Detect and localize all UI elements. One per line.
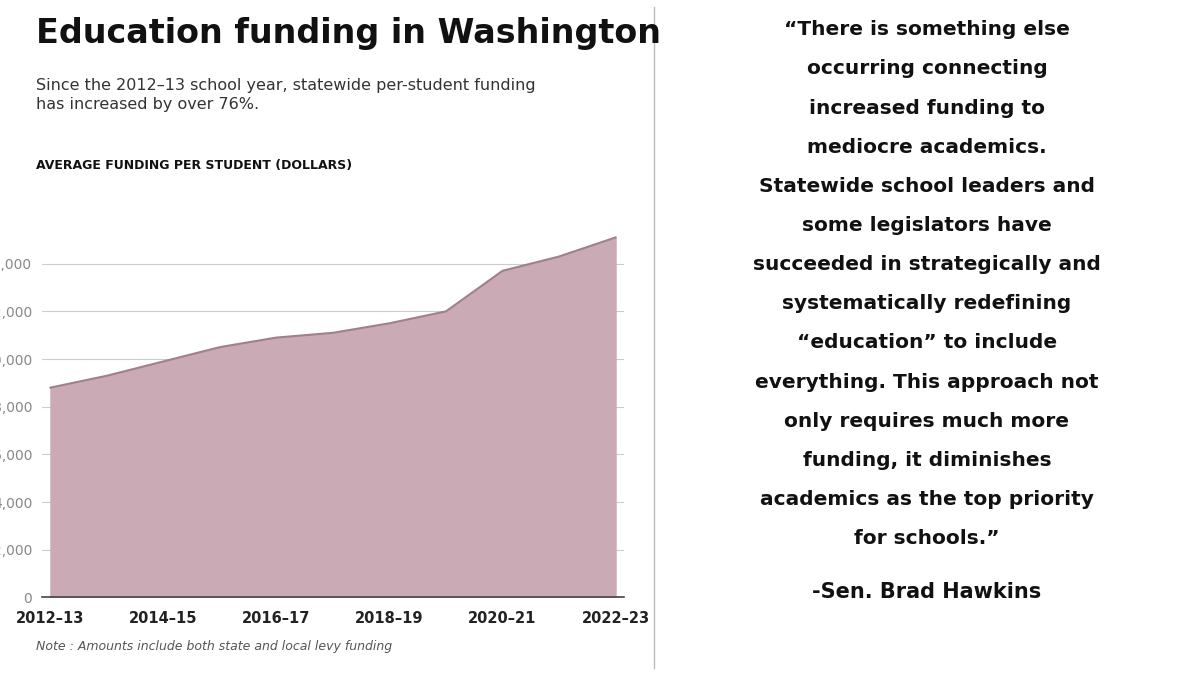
Text: only requires much more: only requires much more <box>785 412 1069 431</box>
Text: Note : Amounts include both state and local levy funding: Note : Amounts include both state and lo… <box>36 641 392 653</box>
Text: -Sen. Brad Hawkins: -Sen. Brad Hawkins <box>812 582 1042 602</box>
Text: Statewide school leaders and: Statewide school leaders and <box>760 177 1096 196</box>
Text: Since the 2012–13 school year, statewide per-student funding
has increased by ov: Since the 2012–13 school year, statewide… <box>36 78 535 113</box>
Text: increased funding to: increased funding to <box>809 99 1045 117</box>
Text: “There is something else: “There is something else <box>784 20 1070 39</box>
Text: “education” to include: “education” to include <box>797 333 1057 352</box>
Text: succeeded in strategically and: succeeded in strategically and <box>754 255 1100 274</box>
Text: mediocre academics.: mediocre academics. <box>808 138 1046 157</box>
Text: systematically redefining: systematically redefining <box>782 294 1072 313</box>
Text: AVERAGE FUNDING PER STUDENT (DOLLARS): AVERAGE FUNDING PER STUDENT (DOLLARS) <box>36 159 352 171</box>
Text: some legislators have: some legislators have <box>802 216 1052 235</box>
Text: academics as the top priority: academics as the top priority <box>760 490 1094 509</box>
Text: funding, it diminishes: funding, it diminishes <box>803 451 1051 470</box>
Text: for schools.”: for schools.” <box>854 529 1000 548</box>
Text: everything. This approach not: everything. This approach not <box>755 373 1099 391</box>
Text: occurring connecting: occurring connecting <box>806 59 1048 78</box>
Text: Education funding in Washington: Education funding in Washington <box>36 17 661 50</box>
